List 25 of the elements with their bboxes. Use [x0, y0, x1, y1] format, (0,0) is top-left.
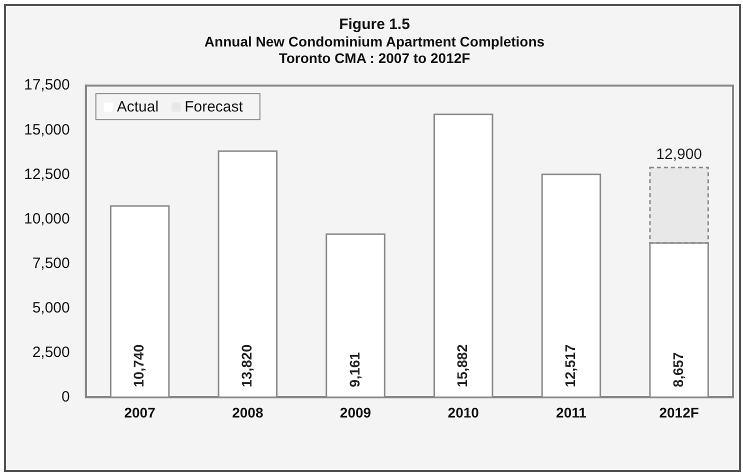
legend-label: Forecast: [184, 98, 244, 116]
y-tick-label: 2,500: [32, 344, 70, 361]
chart-subtitle: Annual New Condominium Apartment Completions Toronto CMA : 2007 to 2012F: [204, 33, 545, 66]
data-label: 12,517: [562, 344, 578, 388]
data-label: 15,882: [454, 344, 470, 388]
data-label: 9,161: [346, 352, 362, 388]
x-tick-label: 2008: [232, 404, 264, 420]
x-tick-label: 2010: [448, 404, 480, 420]
y-tick-label: 5,000: [32, 299, 70, 316]
legend-label: Actual: [116, 98, 159, 116]
y-tick-label: 12,500: [24, 166, 70, 183]
y-tick-label: 0: [62, 388, 70, 406]
data-label: 13,820: [238, 344, 255, 388]
chart-title: Figure 1.5: [339, 16, 410, 34]
y-tick-label: 17,500: [24, 76, 70, 94]
total-label: 12,900: [656, 146, 702, 164]
x-tick-label: 2007: [124, 404, 156, 420]
x-tick-label: 2011: [556, 404, 587, 420]
data-label: 10,740: [130, 344, 147, 388]
x-tick-label: 2012F: [659, 404, 700, 420]
y-tick-label: 10,000: [24, 210, 70, 228]
data-label: 8,657: [670, 352, 686, 388]
y-tick-label: 15,000: [24, 121, 70, 138]
x-tick-label: 2009: [340, 404, 372, 420]
y-tick-label: 7,500: [32, 254, 70, 272]
